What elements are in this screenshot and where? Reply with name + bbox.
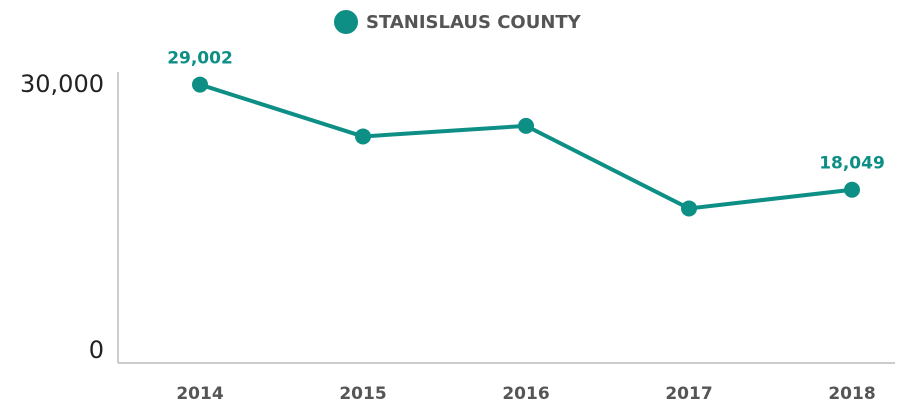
point: [844, 181, 860, 198]
x-tick-label: 2014: [176, 384, 223, 404]
x-tick-label: 2017: [665, 384, 712, 404]
x-tick-label: 2015: [339, 384, 386, 404]
legend-swatch: [334, 10, 358, 34]
point: [355, 128, 371, 145]
x-tick-label: 2018: [828, 384, 875, 404]
data-label: 29,002: [167, 49, 233, 69]
point: [681, 200, 697, 217]
point: [518, 117, 534, 134]
x-tick-label: 2016: [502, 384, 549, 404]
point: [192, 76, 208, 93]
data-label: 18,049: [819, 154, 885, 174]
y-tick-label: 30,000: [20, 70, 104, 98]
legend-label: STANISLAUS COUNTY: [366, 12, 582, 33]
line: [199, 82, 853, 211]
y-tick-label: 0: [89, 336, 104, 364]
